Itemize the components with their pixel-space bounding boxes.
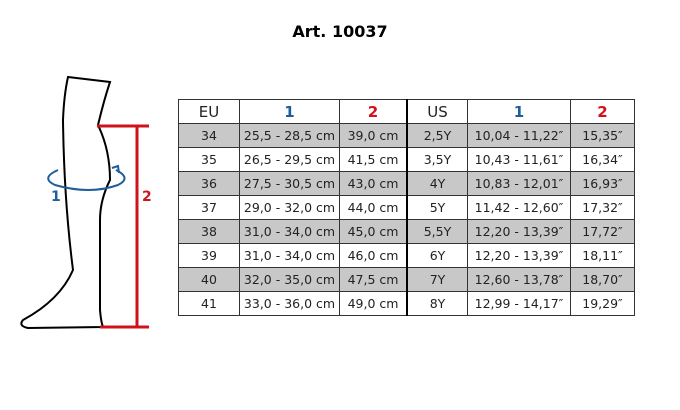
table-cell: 10,43 - 11,61″ xyxy=(467,147,571,172)
table-cell: 16,34″ xyxy=(570,147,635,172)
table-cell: 12,99 - 14,17″ xyxy=(467,291,571,316)
table-cell: 34 xyxy=(178,123,240,148)
table-cell: 17,72″ xyxy=(570,219,635,244)
table-cell: 5,5Y xyxy=(406,219,468,244)
table-cell: 36 xyxy=(178,171,240,196)
label-2: 2 xyxy=(142,189,152,205)
table-cell: 37 xyxy=(178,195,240,220)
height-measure xyxy=(97,124,149,329)
table-cell: 12,20 - 13,39″ xyxy=(467,219,571,244)
table-cell: 2,5Y xyxy=(406,123,468,148)
header-us-height: 2 xyxy=(570,99,635,124)
table-cell: 17,32″ xyxy=(570,195,635,220)
table-cell: 47,5 cm xyxy=(339,267,408,292)
leg-outline xyxy=(20,75,112,330)
table-cell: 39,0 cm xyxy=(339,123,408,148)
table-cell: 19,29″ xyxy=(570,291,635,316)
table-row: 39 31,0 - 34,0 cm 46,0 cm 6Y 12,20 - 13,39″ 1… xyxy=(178,243,635,268)
table-cell: 3,5Y xyxy=(406,147,468,172)
table-cell: 29,0 - 32,0 cm xyxy=(239,195,340,220)
header-eu: EU xyxy=(178,99,240,124)
table-cell: 31,0 - 34,0 cm xyxy=(239,243,340,268)
table-cell: 18,70″ xyxy=(570,267,635,292)
table-cell: 4Y xyxy=(406,171,468,196)
table-cell: 43,0 cm xyxy=(339,171,408,196)
header-eu-circumference: 1 xyxy=(239,99,340,124)
table-cell: 41,5 cm xyxy=(339,147,408,172)
table-cell: 10,83 - 12,01″ xyxy=(467,171,571,196)
circumference-measure xyxy=(47,164,126,191)
table-cell: 35 xyxy=(178,147,240,172)
table-row: 34 25,5 - 28,5 cm 39,0 cm 2,5Y 10,04 - 11,22… xyxy=(178,123,635,148)
table-cell: 12,20 - 13,39″ xyxy=(467,243,571,268)
leg-measurement-diagram: 1 2 xyxy=(20,75,152,330)
table-cell: 44,0 cm xyxy=(339,195,408,220)
table-cell: 45,0 cm xyxy=(339,219,408,244)
table-cell: 46,0 cm xyxy=(339,243,408,268)
table-cell: 32,0 - 35,0 cm xyxy=(239,267,340,292)
table-cell: 26,5 - 29,5 cm xyxy=(239,147,340,172)
table-cell: 41 xyxy=(178,291,240,316)
table-cell: 7Y xyxy=(406,267,468,292)
table-cell: 39 xyxy=(178,243,240,268)
table-cell: 11,42 - 12,60″ xyxy=(467,195,571,220)
table-cell: 40 xyxy=(178,267,240,292)
header-us: US xyxy=(406,99,468,124)
table-cell: 6Y xyxy=(406,243,468,268)
table-row: 40 32,0 - 35,0 cm 47,5 cm 7Y 12,60 - 13,78″ 1… xyxy=(178,267,635,292)
table-row: 37 29,0 - 32,0 cm 44,0 cm 5Y 11,42 - 12,60″ 1… xyxy=(178,195,635,220)
table-cell: 10,04 - 11,22″ xyxy=(467,123,571,148)
table-cell: 15,35″ xyxy=(570,123,635,148)
table-header: EU 1 2 US 1 2 xyxy=(178,99,635,124)
table-row: 36 27,5 - 30,5 cm 43,0 cm 4Y 10,83 - 12,01″ 1… xyxy=(178,171,635,196)
size-table: EU 1 2 US 1 2 34 25,5 - 28,5 cm 39,0 cm 2,5… xyxy=(178,99,635,316)
table-cell: 49,0 cm xyxy=(339,291,408,316)
table-cell: 31,0 - 34,0 cm xyxy=(239,219,340,244)
table-row: 41 33,0 - 36,0 cm 49,0 cm 8Y 12,99 - 14,17″ 1… xyxy=(178,291,635,316)
header-us-circumference: 1 xyxy=(467,99,571,124)
table-cell: 18,11″ xyxy=(570,243,635,268)
table-cell: 25,5 - 28,5 cm xyxy=(239,123,340,148)
label-1: 1 xyxy=(51,189,61,205)
table-cell: 16,93″ xyxy=(570,171,635,196)
table-cell: 8Y xyxy=(406,291,468,316)
table-cell: 33,0 - 36,0 cm xyxy=(239,291,340,316)
table-cell: 27,5 - 30,5 cm xyxy=(239,171,340,196)
table-cell: 12,60 - 13,78″ xyxy=(467,267,571,292)
table-cell: 5Y xyxy=(406,195,468,220)
table-row: 35 26,5 - 29,5 cm 41,5 cm 3,5Y 10,43 - 11,61… xyxy=(178,147,635,172)
article-title: Art. 10037 xyxy=(292,22,388,41)
table-cell: 38 xyxy=(178,219,240,244)
header-eu-height: 2 xyxy=(339,99,408,124)
table-row: 38 31,0 - 34,0 cm 45,0 cm 5,5Y 12,20 - 13,39… xyxy=(178,219,635,244)
